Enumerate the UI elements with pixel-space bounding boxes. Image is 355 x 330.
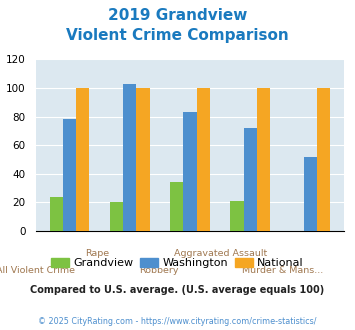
- Legend: Grandview, Washington, National: Grandview, Washington, National: [47, 253, 308, 272]
- Bar: [63, 119, 76, 231]
- Bar: [244, 128, 257, 231]
- Bar: [123, 84, 136, 231]
- Bar: [170, 182, 183, 231]
- Bar: [317, 88, 330, 231]
- Text: Compared to U.S. average. (U.S. average equals 100): Compared to U.S. average. (U.S. average …: [31, 285, 324, 295]
- Bar: [230, 201, 244, 231]
- Bar: [50, 197, 63, 231]
- Bar: [76, 88, 89, 231]
- Text: Rape: Rape: [85, 249, 109, 258]
- Bar: [183, 112, 197, 231]
- Bar: [136, 88, 149, 231]
- Bar: [257, 88, 270, 231]
- Text: Murder & Mans...: Murder & Mans...: [242, 266, 323, 275]
- Text: Aggravated Assault: Aggravated Assault: [174, 249, 267, 258]
- Text: 2019 Grandview: 2019 Grandview: [108, 8, 247, 23]
- Bar: [197, 88, 210, 231]
- Text: © 2025 CityRating.com - https://www.cityrating.com/crime-statistics/: © 2025 CityRating.com - https://www.city…: [38, 317, 317, 326]
- Text: Robbery: Robbery: [139, 266, 179, 275]
- Text: All Violent Crime: All Violent Crime: [0, 266, 75, 275]
- Bar: [304, 157, 317, 231]
- Bar: [110, 202, 123, 231]
- Text: Violent Crime Comparison: Violent Crime Comparison: [66, 28, 289, 43]
